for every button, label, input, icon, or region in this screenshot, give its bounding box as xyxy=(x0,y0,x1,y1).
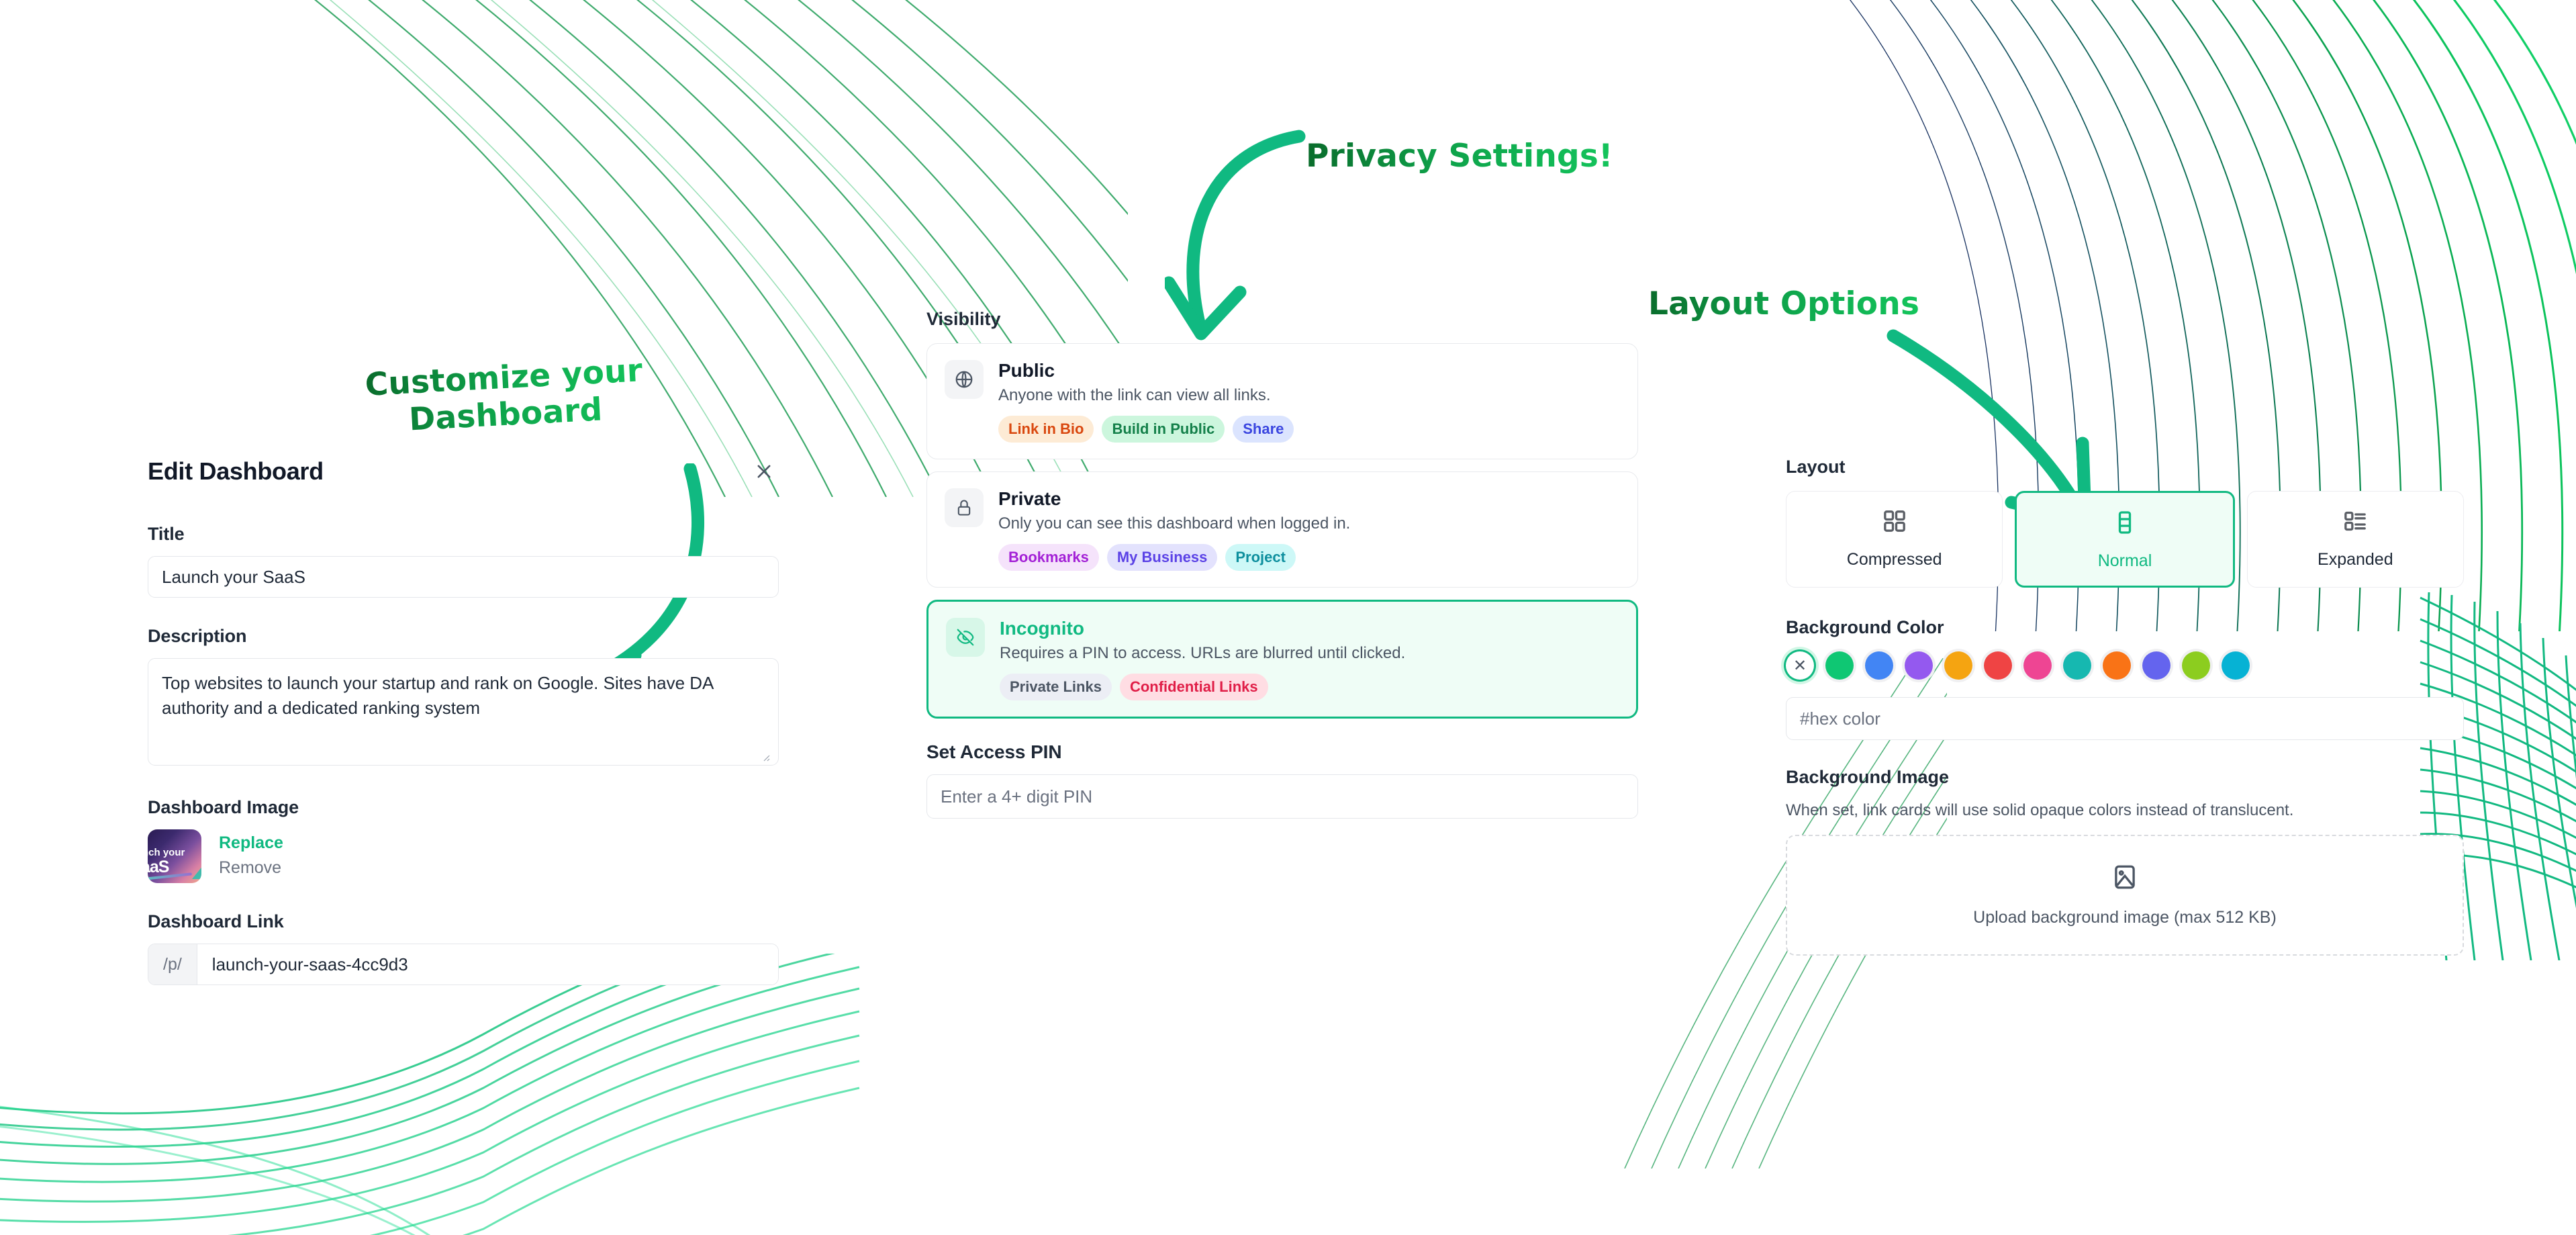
background-image-label: Background Image xyxy=(1786,767,1950,787)
visibility-option-public[interactable]: Public Anyone with the link can view all… xyxy=(926,343,1638,459)
hex-color-input[interactable] xyxy=(1786,697,2464,740)
chip-project: Project xyxy=(1225,544,1296,571)
swatch-none[interactable]: ✕ xyxy=(1786,651,1814,680)
dashboard-image-thumbnail[interactable]: nch your aaS xyxy=(148,829,201,883)
layout-option-normal[interactable]: Normal xyxy=(2015,491,2235,588)
chip-private-links: Private Links xyxy=(1000,674,1112,700)
visibility-section-label: Visibility xyxy=(926,309,1001,329)
dashboard-image-label: Dashboard Image xyxy=(148,797,299,817)
swatch-amber[interactable] xyxy=(1944,651,1972,680)
dashboard-image-group: Dashboard Image nch your aaS Replace Rem… xyxy=(148,797,779,883)
background-image-note: When set, link cards will use solid opaq… xyxy=(1786,801,2294,819)
layout-option-group: Compressed Normal Expa xyxy=(1786,491,2464,588)
layout-panel: Layout Compressed Normal xyxy=(1786,457,2464,956)
dashboard-slug-input[interactable] xyxy=(197,944,778,985)
visibility-private-description: Only you can see this dashboard when log… xyxy=(998,514,1351,533)
background-color-swatches: ✕ xyxy=(1786,651,2323,680)
visibility-incognito-description: Requires a PIN to access. URLs are blurr… xyxy=(1000,644,1406,662)
image-icon xyxy=(2111,863,2139,895)
background-color-label: Background Color xyxy=(1786,617,1944,637)
background-image-upload-label: Upload background image (max 512 KB) xyxy=(1973,908,2277,927)
chip-share: Share xyxy=(1233,416,1294,443)
visibility-option-incognito[interactable]: Incognito Requires a PIN to access. URLs… xyxy=(926,600,1638,719)
eye-off-icon xyxy=(946,618,985,657)
swatch-cyan[interactable] xyxy=(2222,651,2250,680)
panel-header: Edit Dashboard xyxy=(148,457,779,486)
thumbnail-triangle-decoration xyxy=(192,864,201,879)
link-prefix: /p/ xyxy=(148,944,197,985)
swatch-orange[interactable] xyxy=(2103,651,2131,680)
title-input[interactable] xyxy=(148,556,779,598)
title-field-group: Title xyxy=(148,524,779,598)
visibility-panel: Visibility Public Anyone with the link c… xyxy=(926,309,1638,819)
swatch-red[interactable] xyxy=(1984,651,2012,680)
close-icon[interactable] xyxy=(749,457,779,486)
access-pin-label: Set Access PIN xyxy=(926,741,1062,762)
chip-bookmarks: Bookmarks xyxy=(998,544,1099,571)
visibility-incognito-chips: Private Links Confidential Links xyxy=(1000,674,1619,700)
visibility-option-private[interactable]: Private Only you can see this dashboard … xyxy=(926,471,1638,588)
title-label: Title xyxy=(148,524,185,544)
thumbnail-line-1: nch your xyxy=(148,847,185,858)
visibility-private-title: Private xyxy=(998,488,1061,509)
chip-link-in-bio: Link in Bio xyxy=(998,416,1094,443)
description-textarea[interactable]: Top websites to launch your startup and … xyxy=(148,658,779,766)
layout-option-normal-label: Normal xyxy=(2097,551,2152,570)
access-pin-input[interactable] xyxy=(926,774,1638,819)
swatch-purple[interactable] xyxy=(1905,651,1933,680)
visibility-public-chips: Link in Bio Build in Public Share xyxy=(998,416,1620,443)
edit-dashboard-panel: Edit Dashboard Title Description Top web… xyxy=(148,457,779,1013)
swatch-blue[interactable] xyxy=(1865,651,1893,680)
description-field-group: Description Top websites to launch your … xyxy=(148,626,779,769)
chip-build-in-public: Build in Public xyxy=(1102,416,1225,443)
chip-my-business: My Business xyxy=(1106,544,1218,571)
chip-confidential-links: Confidential Links xyxy=(1119,674,1268,700)
access-pin-group: Set Access PIN xyxy=(926,741,1638,819)
globe-icon xyxy=(945,360,984,399)
annotation-privacy-settings: Privacy Settings! xyxy=(1306,138,1613,175)
swatch-teal[interactable] xyxy=(2063,651,2091,680)
dashboard-link-group: Dashboard Link /p/ xyxy=(148,911,779,985)
visibility-public-description: Anyone with the link can view all links. xyxy=(998,386,1271,404)
background-image-dropzone[interactable]: Upload background image (max 512 KB) xyxy=(1786,835,2464,956)
thumbnail-line-2: aaS xyxy=(148,858,169,876)
description-label: Description xyxy=(148,626,247,646)
list-icon xyxy=(2342,508,2369,538)
layout-option-expanded[interactable]: Expanded xyxy=(2246,491,2464,588)
layout-section-label: Layout xyxy=(1786,457,1846,477)
layout-option-compressed[interactable]: Compressed xyxy=(1786,491,2003,588)
grid-2x2-icon xyxy=(1881,508,1908,538)
visibility-private-chips: Bookmarks My Business Project xyxy=(998,544,1620,571)
swatch-indigo[interactable] xyxy=(2142,651,2170,680)
lock-icon xyxy=(945,488,984,527)
swatch-lime[interactable] xyxy=(2182,651,2210,680)
layout-option-expanded-label: Expanded xyxy=(2318,550,2393,569)
swatch-green[interactable] xyxy=(1825,651,1854,680)
rows-icon xyxy=(2111,509,2138,539)
clear-color-icon: ✕ xyxy=(1793,656,1807,675)
swatch-pink[interactable] xyxy=(2023,651,2052,680)
visibility-incognito-title: Incognito xyxy=(1000,618,1084,639)
remove-image-button[interactable]: Remove xyxy=(219,858,282,877)
dashboard-link-label: Dashboard Link xyxy=(148,911,284,931)
page-title: Edit Dashboard xyxy=(148,457,324,485)
replace-image-button[interactable]: Replace xyxy=(219,833,283,852)
annotation-customize-dashboard: Customize your Dashboard xyxy=(364,352,645,441)
annotation-layout-options: Layout Options xyxy=(1648,285,1920,322)
layout-option-compressed-label: Compressed xyxy=(1846,550,1942,569)
visibility-public-title: Public xyxy=(998,360,1055,381)
resize-handle-icon[interactable] xyxy=(760,751,771,762)
